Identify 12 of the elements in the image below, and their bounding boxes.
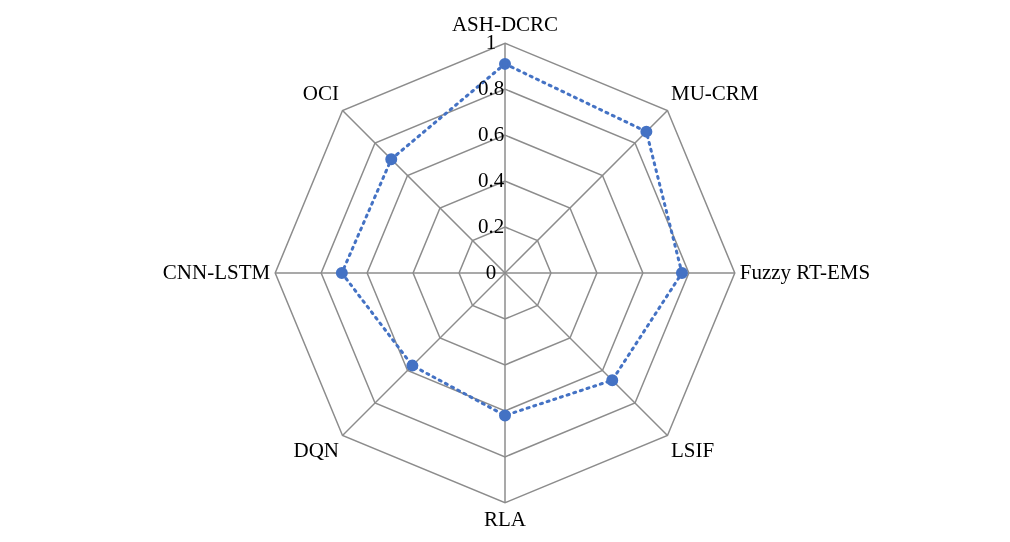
y-tick-label: 0.4	[477, 167, 505, 192]
spoke-label: RLA	[484, 506, 527, 531]
spoke-label: DQN	[293, 438, 339, 463]
y-tick-label: 0.8	[477, 75, 505, 100]
spoke-label: MU-CRM	[671, 80, 759, 105]
y-tick-label: 0.6	[477, 121, 505, 146]
y-tick-label: 0.2	[477, 213, 505, 238]
spoke-label: LSIF	[671, 438, 715, 463]
spoke-label: OCI	[302, 80, 339, 105]
spoke-label: Fuzzy RT-EMS	[739, 259, 871, 284]
spoke-label: CNN-LSTM	[162, 259, 271, 284]
y-tick-label: 0	[485, 259, 497, 284]
